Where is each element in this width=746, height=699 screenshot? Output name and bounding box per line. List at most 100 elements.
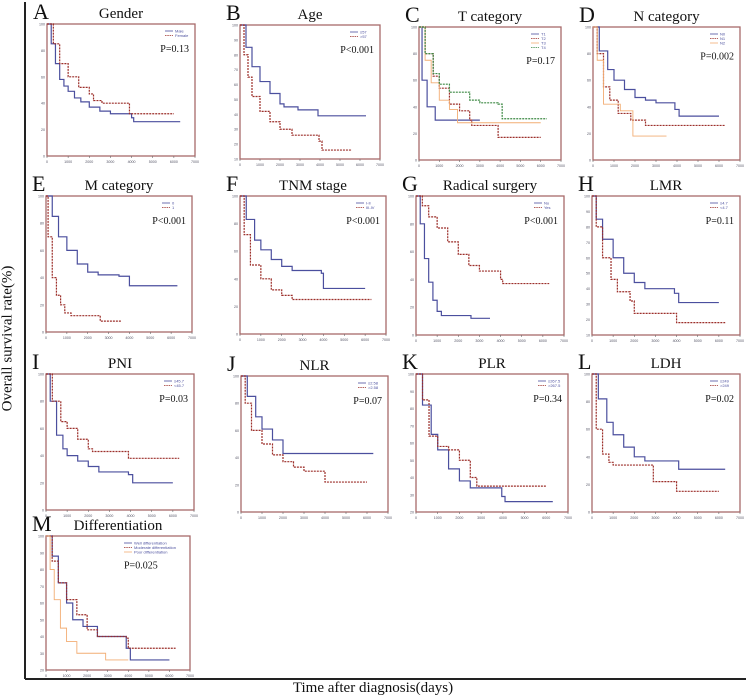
y-tick-label: 60 — [586, 256, 590, 260]
p-value: P<0.001 — [152, 216, 186, 227]
x-tick-label: 6000 — [363, 516, 371, 520]
y-tick-label: 50 — [40, 618, 44, 622]
y-tick-label: 20 — [413, 132, 417, 136]
y-tick-label: 100 — [233, 375, 239, 379]
legend-label: >2.58 — [368, 385, 379, 390]
legend-label: T2 — [541, 36, 546, 41]
p-value: P=0.34 — [533, 394, 562, 405]
survival-curve-2 — [240, 24, 352, 151]
x-tick-label: 2000 — [454, 339, 462, 343]
y-tick-label: 20 — [586, 483, 590, 487]
y-tick-label: 20 — [40, 303, 44, 307]
panel-letter: M — [32, 511, 52, 536]
p-value: P=0.002 — [700, 52, 734, 63]
x-tick-label: 1000 — [63, 674, 71, 678]
p-value: P=0.13 — [160, 44, 189, 55]
x-tick-label: 5000 — [145, 674, 153, 678]
survival-curve-2 — [592, 195, 726, 324]
y-tick-label: 80 — [234, 53, 238, 57]
y-tick-label: 40 — [587, 105, 591, 109]
y-tick-label: 20 — [40, 481, 44, 485]
y-tick-label: 60 — [234, 250, 238, 254]
x-tick-label: 0 — [591, 339, 593, 343]
legend-label: <4.7 — [720, 205, 729, 210]
y-tick-label: 40 — [234, 113, 238, 117]
y-tick-label: 20 — [234, 143, 238, 147]
y-tick-label: 50 — [234, 98, 238, 102]
x-tick-label: 6000 — [542, 516, 550, 520]
p-value: P=0.07 — [353, 396, 382, 407]
survival-curve-1 — [46, 373, 173, 484]
y-tick-label: 20 — [234, 305, 238, 309]
y-tick-label: 100 — [408, 195, 414, 199]
x-tick-label: 2000 — [278, 338, 286, 342]
panel-letter: G — [402, 171, 418, 196]
panel-title: Radical surgery — [443, 178, 538, 194]
survival-curve-2 — [592, 373, 719, 492]
y-tick-label: 30 — [410, 493, 414, 497]
legend-label: Yes — [544, 205, 551, 210]
panel-letter: C — [405, 2, 420, 27]
panel-letter: I — [32, 349, 39, 374]
y-tick-label: 0 — [236, 333, 238, 337]
x-tick-label: 0 — [240, 516, 242, 520]
legend-label: <45.7 — [174, 383, 185, 388]
y-tick-label: 0 — [43, 155, 45, 159]
legend-label: 1 — [172, 205, 175, 210]
legend-label: ≥45.7 — [174, 378, 185, 383]
y-tick-label: 90 — [234, 38, 238, 42]
y-tick-label: 80 — [586, 225, 590, 229]
plot-frame — [592, 26, 741, 161]
survival-curve-1 — [240, 195, 366, 290]
survival-curve-1 — [240, 24, 366, 117]
survival-curve-1 — [416, 373, 553, 503]
x-tick-label: 3000 — [104, 674, 112, 678]
legend-label: III-IV — [366, 205, 375, 210]
plot-frame — [46, 23, 196, 157]
x-tick-label: 1000 — [609, 339, 617, 343]
y-tick-label: 60 — [413, 79, 417, 83]
legend-label: N2 — [720, 40, 726, 45]
y-tick-label: 100 — [585, 26, 591, 30]
x-tick-label: 7000 — [564, 516, 572, 520]
survival-curve-2 — [416, 373, 547, 487]
survival-curve-2 — [47, 23, 174, 115]
legend-label: >267.5 — [548, 383, 561, 388]
y-tick-label: 60 — [40, 602, 44, 606]
y-tick-label: 100 — [232, 195, 238, 199]
legend-label: N1 — [720, 36, 726, 41]
x-tick-label: 5000 — [148, 514, 156, 518]
y-tick-label: 40 — [586, 455, 590, 459]
legend-label: Male — [175, 28, 184, 33]
x-tick-label: 2000 — [630, 516, 638, 520]
y-tick-label: 60 — [40, 427, 44, 431]
survival-curve-1 — [593, 26, 719, 117]
plot-frame — [418, 26, 562, 161]
panel-i: I PNI 0 1000 2000 3000 4000 5000 6000 7000 0 20 40 60… — [32, 349, 198, 518]
plot-frame — [415, 373, 569, 513]
x-tick-label: 4000 — [673, 339, 681, 343]
y-tick-label: 20 — [40, 669, 44, 673]
x-tick-label: 5000 — [516, 164, 524, 168]
y-tick-label: 80 — [41, 49, 45, 53]
survival-curve-1 — [241, 375, 374, 455]
legend-label: ≤2.58 — [368, 380, 379, 385]
y-tick-label: 40 — [413, 105, 417, 109]
x-tick-label: 2000 — [631, 164, 639, 168]
legend-label: >249 — [720, 383, 730, 388]
panel-l: L LDH 0 1000 2000 3000 4000 5000 6000 7000 0 20 40 60… — [578, 349, 744, 520]
legend-label: 0 — [172, 200, 175, 205]
y-tick-label: 60 — [235, 429, 239, 433]
x-tick-label: 4000 — [128, 160, 136, 164]
y-tick-label: 30 — [586, 303, 590, 307]
legend-label: >57 — [360, 34, 368, 39]
panel-j: J NLR 0 1000 2000 3000 4000 5000 6000 7000 0 20 40 60… — [227, 351, 392, 520]
y-tick-label: 60 — [410, 442, 414, 446]
y-tick-label: 80 — [413, 52, 417, 56]
y-tick-label: 0 — [42, 331, 44, 335]
survival-curve-1 — [416, 195, 490, 319]
y-tick-label: 40 — [40, 276, 44, 280]
